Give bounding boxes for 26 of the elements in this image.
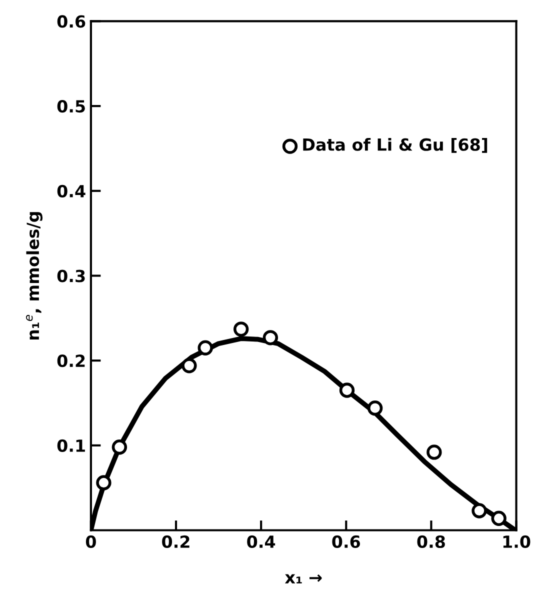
point — [96, 475, 112, 490]
y-tick-label: 0.3 — [57, 270, 85, 282]
x-tick-label: 0.8 — [417, 535, 445, 548]
point — [262, 330, 278, 346]
point — [339, 382, 355, 398]
point — [367, 400, 383, 416]
x-tick-label: 0.4 — [247, 535, 276, 548]
y-tick-label: 0.1 — [57, 439, 85, 452]
y-tick-label: 0.6 — [57, 15, 86, 28]
y-tick-label: 0.5 — [57, 100, 85, 113]
y-axis-title: n₁$^{e}$, mmoles/g — [26, 212, 43, 340]
point — [182, 358, 197, 374]
point — [472, 503, 487, 518]
point — [233, 322, 249, 337]
legend-label: Data of Li & Gu [68] — [303, 138, 488, 153]
x-tick-label: 0.6 — [332, 535, 360, 548]
point — [491, 510, 506, 526]
point — [198, 340, 213, 356]
x-axis-title: x₁ → — [284, 574, 322, 584]
x-tick-label: 0 — [86, 535, 96, 548]
x-tick-label: 1.0 — [503, 535, 530, 548]
point — [112, 440, 128, 455]
y-tick-label: 0.2 — [57, 354, 85, 368]
point — [426, 444, 442, 460]
x-tick-label: 0.2 — [162, 535, 190, 548]
y-tick-label: 0.4 — [57, 184, 86, 198]
